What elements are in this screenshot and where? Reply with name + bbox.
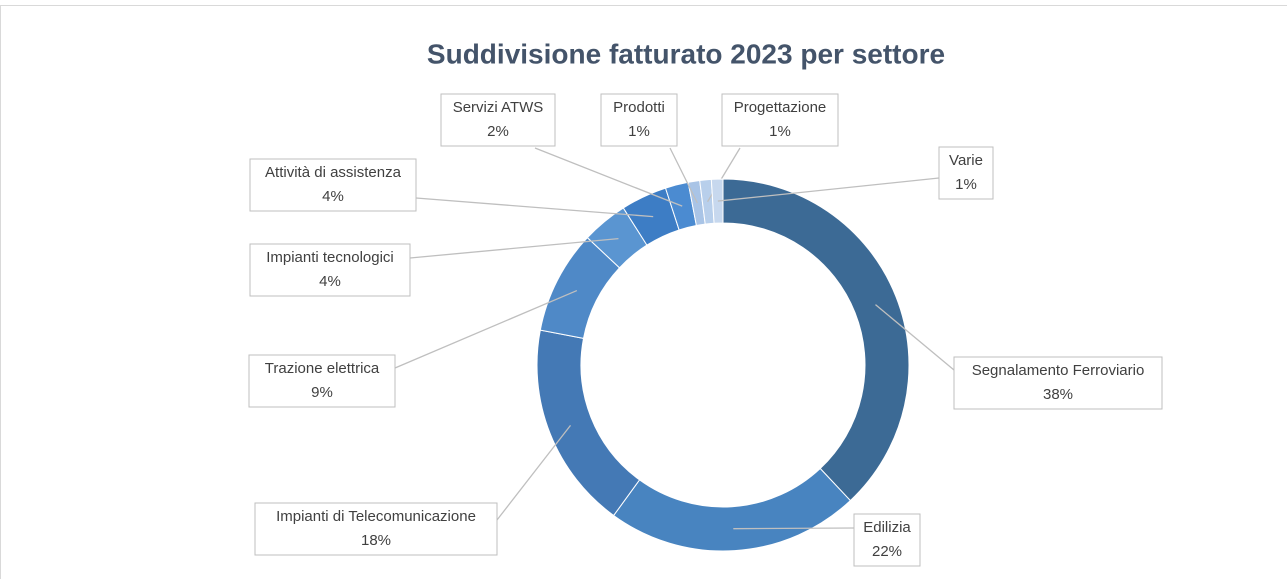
value-label: 1% [769, 123, 791, 140]
category-label: Attività di assistenza [265, 164, 402, 181]
label-box [938, 146, 994, 200]
category-label: Impianti tecnologici [266, 249, 394, 266]
value-label: 38% [1043, 386, 1073, 403]
leader-line [409, 237, 619, 259]
value-label: 18% [361, 532, 391, 549]
category-label: Varie [949, 152, 983, 169]
label-box [440, 93, 556, 147]
leader-line [496, 424, 572, 521]
category-label: Segnalamento Ferroviario [972, 362, 1145, 379]
category-label: Prodotti [613, 99, 665, 116]
value-label: 9% [311, 384, 333, 401]
leader-line [394, 289, 578, 369]
leader-line [415, 197, 654, 218]
leader-line [534, 147, 683, 207]
donut-slice [722, 178, 910, 502]
category-label: Trazione elettrica [265, 360, 380, 377]
leader-line [717, 177, 940, 202]
category-label: Servizi ATWS [453, 99, 544, 116]
category-label: Progettazione [734, 99, 827, 116]
label-box [853, 513, 921, 567]
category-label: Edilizia [863, 519, 911, 536]
leader-line [875, 304, 955, 371]
label-box [249, 158, 417, 212]
label-box [249, 243, 411, 297]
label-box [254, 502, 498, 556]
category-label: Impianti di Telecomunicazione [276, 508, 476, 525]
value-label: 1% [628, 123, 650, 140]
label-box [600, 93, 678, 147]
donut-slice [710, 178, 724, 224]
label-box [953, 356, 1163, 410]
label-box [248, 354, 396, 408]
value-label: 4% [322, 188, 344, 205]
chart-title: Suddivisione fatturato 2023 per settore [427, 38, 945, 69]
label-box [721, 93, 839, 147]
value-label: 22% [872, 543, 902, 560]
leader-line [669, 147, 698, 204]
leader-line [733, 527, 856, 530]
value-label: 1% [955, 176, 977, 193]
value-label: 2% [487, 123, 509, 140]
value-label: 4% [319, 273, 341, 290]
